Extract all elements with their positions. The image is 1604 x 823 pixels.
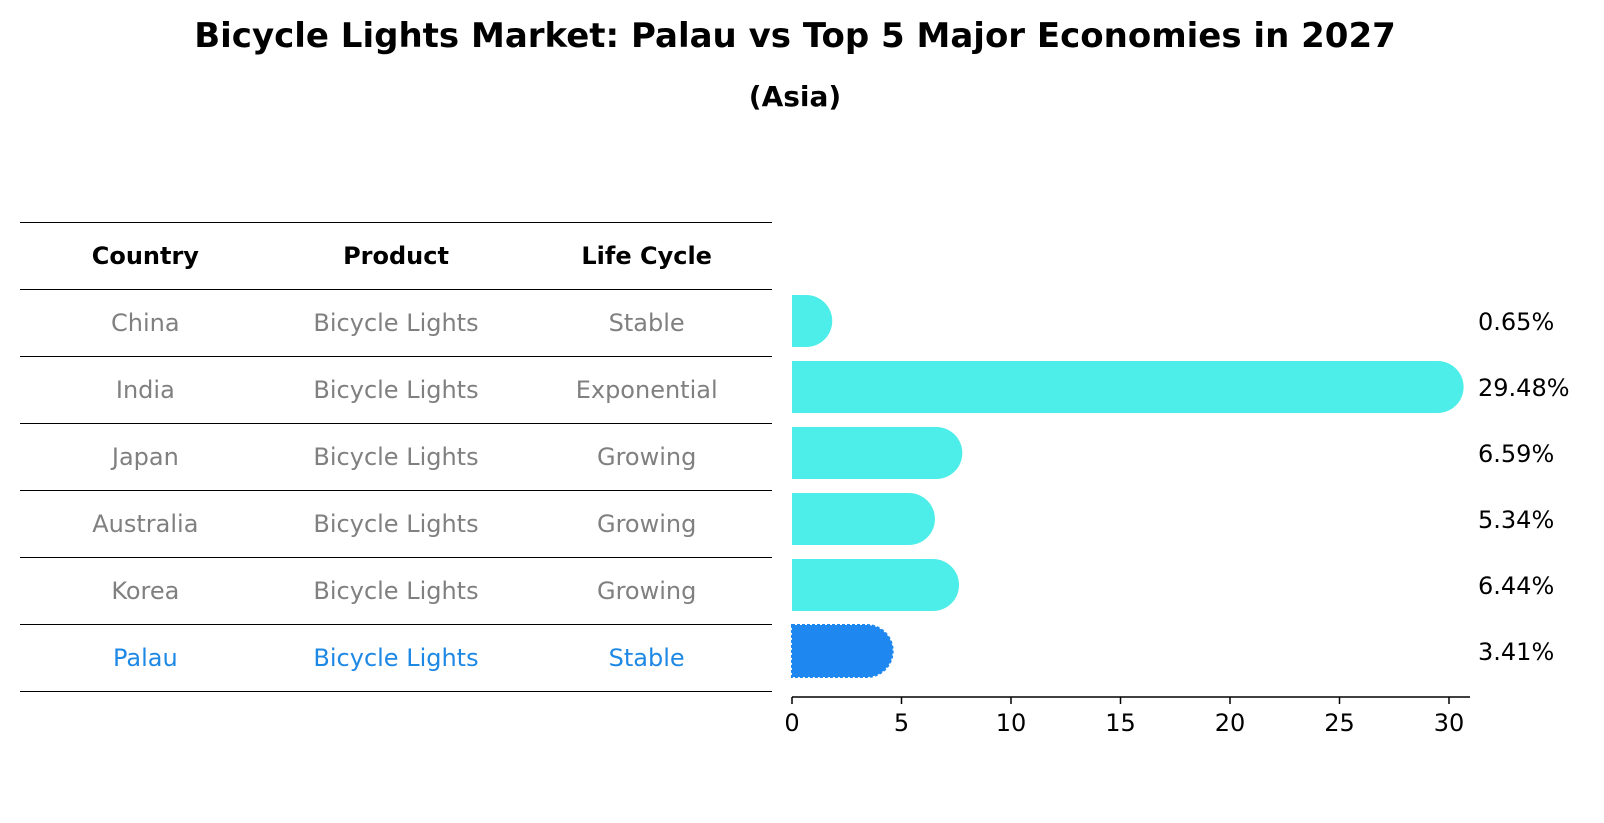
x-tick-label: 25 (1324, 709, 1355, 737)
bar-value-label: 0.65% (1478, 308, 1554, 336)
bar-palau (791, 624, 894, 678)
cell-country: India (115, 376, 175, 404)
cell-product: Bicycle Lights (313, 376, 479, 404)
chart-subtitle: (Asia) (748, 80, 842, 113)
bar-korea (792, 559, 960, 611)
table-header-row: Country Product Life Cycle (20, 222, 772, 290)
bar-value-label: 3.41% (1478, 638, 1554, 666)
data-table: Country Product Life Cycle China Bicycle… (20, 222, 772, 692)
cell-life-cycle: Stable (608, 644, 685, 672)
x-tick-label: 15 (1105, 709, 1136, 737)
table-row: Australia Bicycle Lights Growing (20, 491, 772, 558)
cell-product: Bicycle Lights (313, 510, 479, 538)
x-tick-label: 30 (1434, 709, 1465, 737)
bar-china (792, 295, 833, 347)
x-tick-label: 5 (894, 709, 909, 737)
bar-india (792, 361, 1464, 413)
table-row: China Bicycle Lights Stable (20, 290, 772, 357)
bar-value-label: 29.48% (1478, 374, 1570, 402)
table-row-highlighted: Palau Bicycle Lights Stable (20, 625, 772, 692)
cell-country: China (111, 309, 180, 337)
bar-value-label: 6.44% (1478, 572, 1554, 600)
header-country: Country (91, 242, 199, 270)
cell-life-cycle: Growing (596, 443, 697, 471)
header-product: Product (343, 242, 449, 270)
cell-product: Bicycle Lights (313, 309, 479, 337)
cell-product: Bicycle Lights (313, 644, 479, 672)
cell-life-cycle: Growing (596, 510, 697, 538)
x-tick-label: 20 (1215, 709, 1246, 737)
cell-country: Japan (111, 443, 179, 471)
table-row: Korea Bicycle Lights Growing (20, 558, 772, 625)
cell-life-cycle: Exponential (575, 376, 718, 404)
cell-country: Australia (92, 510, 199, 538)
chart-title: Bicycle Lights Market: Palau vs Top 5 Ma… (194, 16, 1396, 56)
x-tick-label: 10 (996, 709, 1027, 737)
cell-country: Korea (111, 577, 180, 605)
table-row: India Bicycle Lights Exponential (20, 357, 772, 424)
cell-life-cycle: Growing (596, 577, 697, 605)
cell-product: Bicycle Lights (313, 443, 479, 471)
cell-product: Bicycle Lights (313, 577, 479, 605)
bar-japan (792, 427, 963, 479)
x-tick-label: 0 (784, 709, 799, 737)
cell-country: Palau (112, 644, 178, 672)
bar-value-label: 6.59% (1478, 440, 1554, 468)
bar-value-label: 5.34% (1478, 506, 1554, 534)
table-row: Japan Bicycle Lights Growing (20, 424, 772, 491)
cell-life-cycle: Stable (608, 309, 685, 337)
bar-australia (792, 493, 935, 545)
header-life-cycle: Life Cycle (581, 242, 712, 270)
